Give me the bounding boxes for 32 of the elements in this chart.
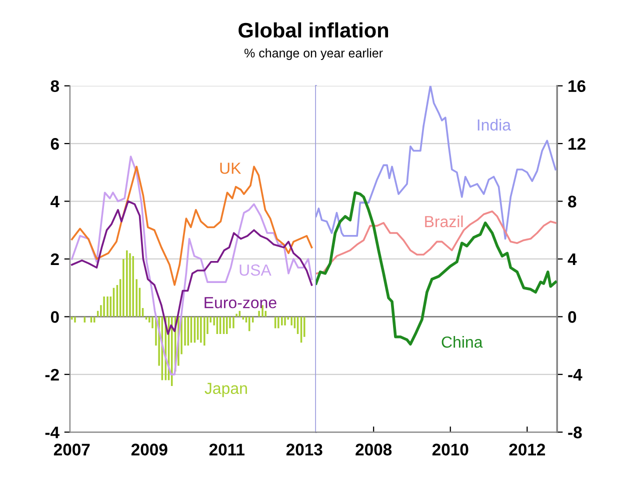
y2-tick-label: -8 xyxy=(568,426,582,438)
x-tick-label: 2008 xyxy=(356,444,392,456)
y-tick-label: 8 xyxy=(50,80,60,92)
y2-tick-label: 0 xyxy=(568,311,576,323)
y-tick-label: 6 xyxy=(50,138,59,150)
series-label: Euro-zone xyxy=(204,297,276,308)
series-label: UK xyxy=(220,162,242,174)
x-tick-label: 2007 xyxy=(54,444,90,456)
series-label: India xyxy=(478,118,512,131)
y2-tick-label: 12 xyxy=(568,138,586,150)
x-tick-label: 2011 xyxy=(209,444,244,456)
series-label: Japan xyxy=(204,382,247,398)
y-tick-label: 0 xyxy=(50,311,59,323)
y-tick-label: 4 xyxy=(50,196,60,208)
y2-tick-label: 8 xyxy=(568,196,576,208)
chart-subtitle: % change on year earlier xyxy=(244,48,383,60)
x-tick-label: 2012 xyxy=(509,444,546,456)
y-tick-label: -2 xyxy=(45,368,59,380)
x-tick-label: 2010 xyxy=(432,444,468,456)
chart-title: Global inflation xyxy=(238,22,388,38)
series-label: China xyxy=(442,336,483,348)
line-series xyxy=(70,200,313,335)
y2-tick-label: 4 xyxy=(568,254,577,266)
x-tick-label: 2009 xyxy=(131,444,168,456)
y-tick-label: -4 xyxy=(45,426,60,438)
x-tick-label: 2013 xyxy=(286,444,322,456)
series-label: USA xyxy=(240,264,272,276)
y2-tick-label: 16 xyxy=(568,80,586,92)
series-label: Brazil xyxy=(425,216,463,228)
y-tick-label: 2 xyxy=(50,253,59,266)
line-series xyxy=(70,156,313,376)
y2-tick-label: -4 xyxy=(568,368,582,380)
